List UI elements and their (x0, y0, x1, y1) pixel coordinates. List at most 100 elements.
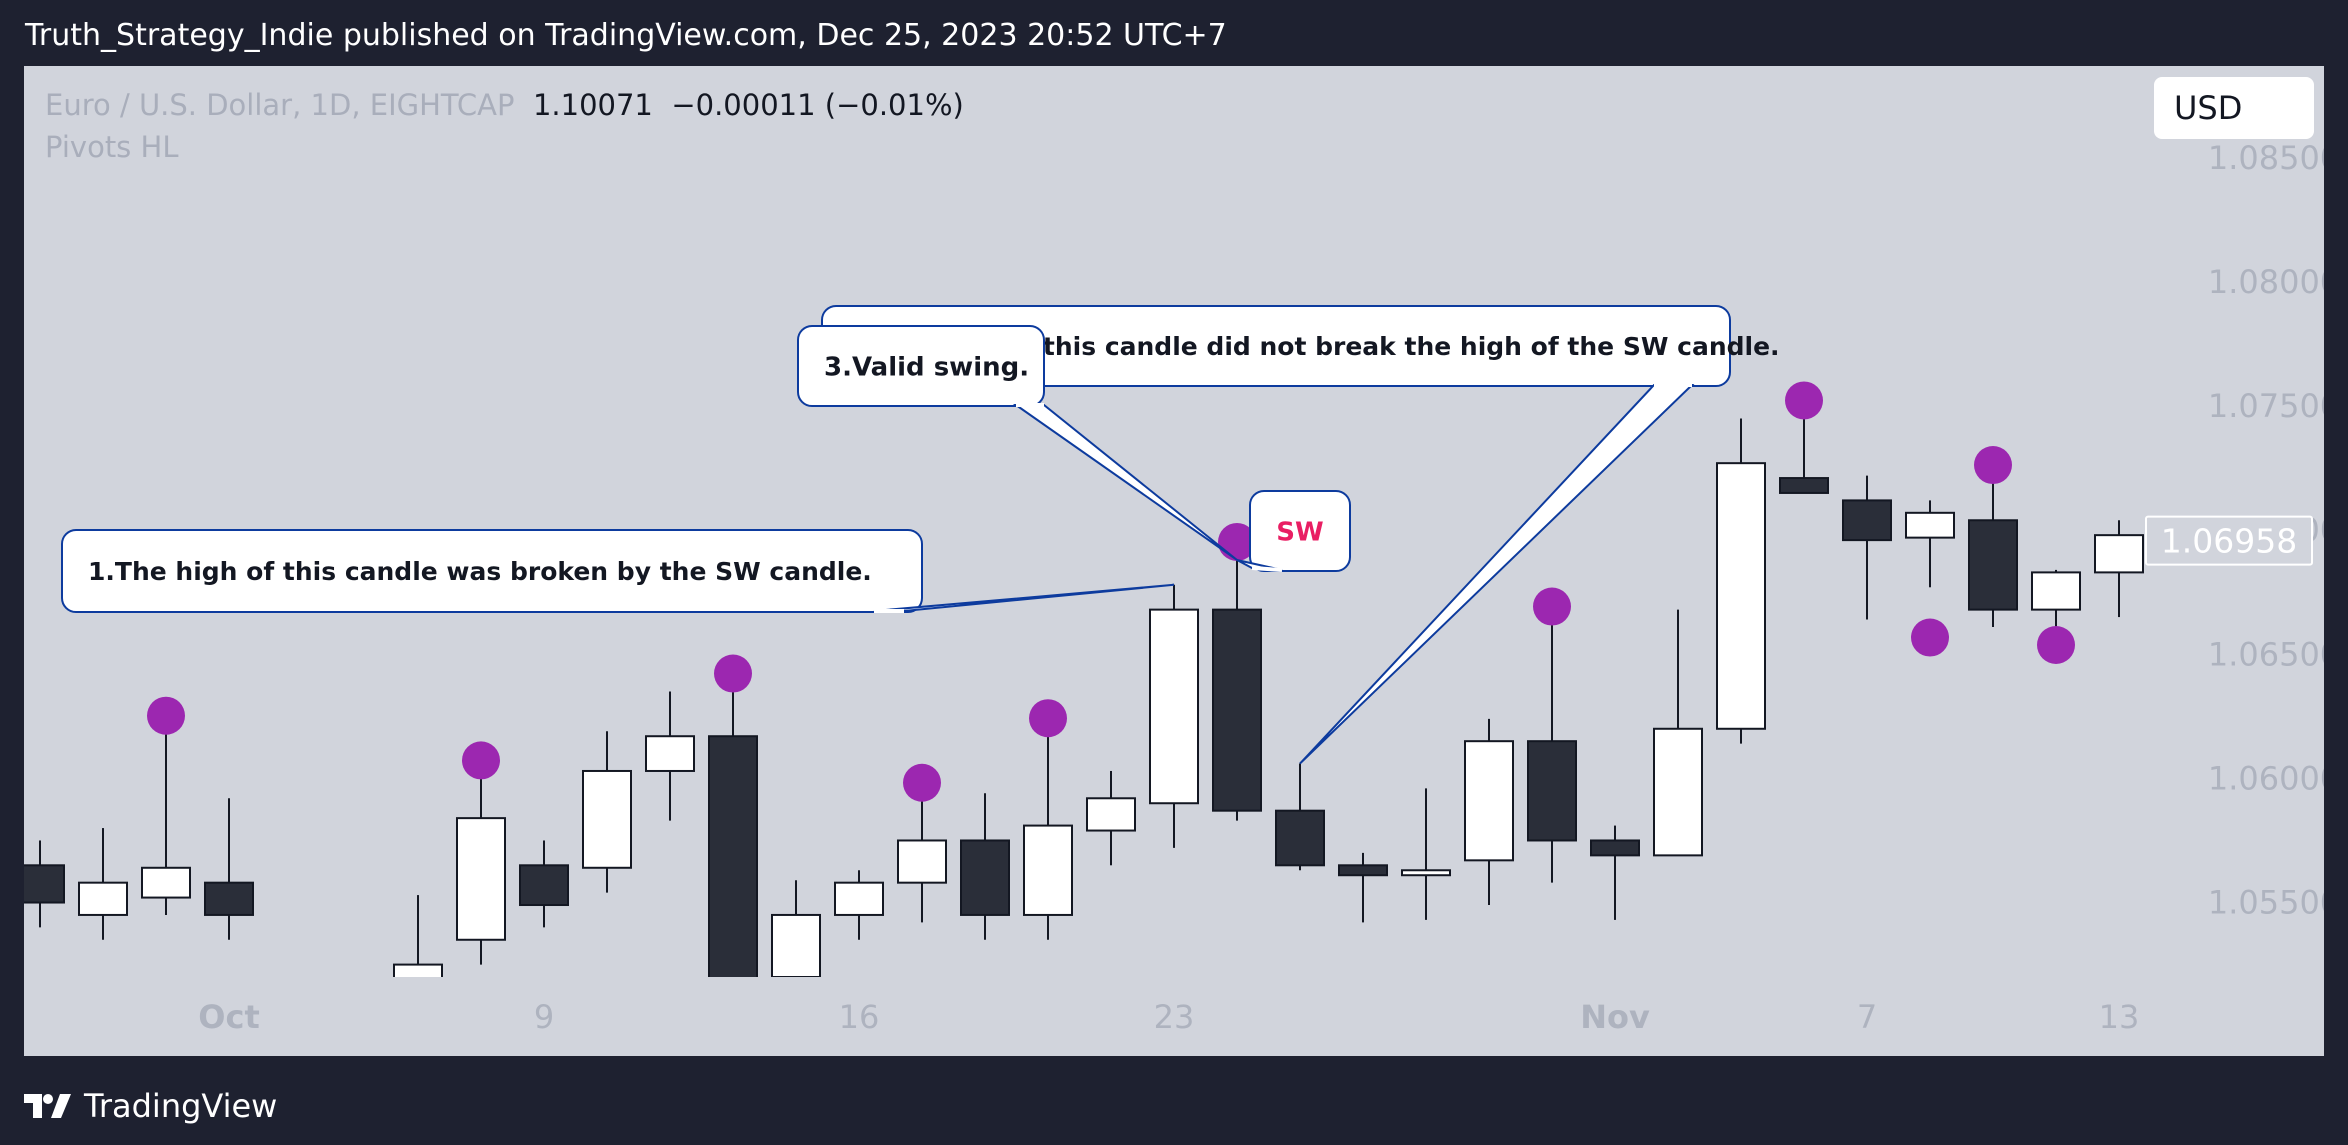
candle (834, 870, 884, 940)
candle-body (834, 881, 884, 916)
candle-body (1212, 608, 1262, 812)
y-axis-tick-label: 1.07500 (2208, 387, 2324, 425)
last-price: 1.10071 (532, 88, 653, 122)
symbol-description: Euro / U.S. Dollar, 1D, EIGHTCAP (45, 88, 515, 122)
current-price-label: 1.06958 (2161, 522, 2297, 561)
callout-text: 1.The high of this candle was broken by … (88, 557, 872, 586)
current-price-tag: 1.06958 (2145, 515, 2313, 566)
candle (582, 731, 632, 893)
candle (456, 778, 506, 965)
footer-brand: TradingView (84, 1087, 278, 1125)
candle (1527, 624, 1577, 883)
candle-body (960, 839, 1010, 916)
callout-note-sw: SW (1236, 490, 1351, 572)
candle-body (1590, 839, 1640, 857)
callout-text: 3.Valid swing. (824, 352, 1029, 382)
candle-body (78, 881, 128, 916)
candle (204, 798, 254, 940)
pivot-low-marker (1911, 618, 1949, 657)
candle (1275, 763, 1325, 871)
x-axis-tick-label: 16 (839, 998, 880, 1036)
candle (708, 691, 758, 977)
candle (1401, 788, 1451, 920)
pivot-high-marker (462, 741, 500, 780)
candle-body (1716, 462, 1766, 730)
candle-body (1464, 740, 1514, 862)
candle-body (771, 913, 821, 977)
candle (78, 828, 128, 940)
y-axis-tick-label: 1.06500 (2208, 635, 2324, 673)
x-axis-tick-label: Oct (198, 998, 259, 1036)
candle-body (24, 864, 65, 904)
candle-body (1275, 809, 1325, 867)
candle (771, 880, 821, 977)
candle-body (2031, 571, 2081, 611)
pivot-high-marker (1533, 587, 1571, 626)
candle-body (645, 735, 695, 772)
candle (960, 793, 1010, 940)
tradingview-logo-icon (24, 1094, 71, 1118)
candle (141, 733, 191, 915)
candle (24, 840, 65, 928)
candle-body (519, 864, 569, 907)
chart-legend: Euro / U.S. Dollar, 1D, EIGHTCAP 1.10071… (45, 88, 964, 122)
pivot-high-marker (714, 654, 752, 693)
x-axis-tick-label: Nov (1580, 998, 1650, 1036)
y-axis-tick-label: 1.08500 (2208, 139, 2324, 177)
price-change: −0.00011 (−0.01%) (671, 88, 964, 122)
y-axis-tick-label: 1.05500 (2208, 884, 2324, 922)
callout-pointer (1299, 384, 1695, 765)
callout-text: SW (1276, 517, 1323, 547)
x-axis-tick-label: 7 (1857, 998, 1877, 1036)
y-axis-tick-label: 1.06000 (2208, 759, 2324, 797)
candle (897, 800, 947, 923)
x-axis-tick-label: 13 (2099, 998, 2140, 1036)
pivot-high-marker (1974, 446, 2012, 485)
pivot-high-marker (1785, 381, 1823, 420)
currency-button[interactable]: USD (2154, 77, 2314, 139)
candle (1779, 418, 1829, 494)
y-axis-tick-label: 1.08000 (2208, 263, 2324, 301)
candle (1590, 825, 1640, 920)
candle (1212, 559, 1262, 821)
candle-body (456, 817, 506, 941)
candle (1086, 770, 1136, 866)
candle (1968, 483, 2018, 627)
candle-body (2094, 534, 2144, 574)
footer-logo[interactable]: TradingView (24, 1087, 277, 1125)
indicator-label: Pivots HL (45, 130, 179, 164)
candle-body (708, 735, 758, 977)
candlestick-chart[interactable]: 1.The high of this candle was broken by … (24, 66, 2324, 1056)
candle-body (1779, 477, 1829, 494)
candle (1653, 609, 1703, 857)
pivot-low-marker (2037, 625, 2075, 664)
x-axis-tick-label: 23 (1154, 998, 1195, 1036)
candle (1842, 475, 1892, 620)
pivot-high-marker (903, 763, 941, 802)
chart-panel[interactable]: 1.The high of this candle was broken by … (24, 66, 2324, 1056)
candle (1149, 584, 1199, 848)
x-axis-tick-label: 9 (534, 998, 554, 1036)
candle (1023, 736, 1073, 940)
candle-body (1653, 727, 1703, 857)
candle-body (1968, 519, 2018, 611)
callout-box (797, 325, 1045, 407)
pivot-high-marker (147, 696, 185, 735)
candle-body (1527, 740, 1577, 842)
candle-body (1086, 797, 1136, 832)
candle-body (1842, 499, 1892, 542)
candle (645, 691, 695, 821)
candle-body (141, 866, 191, 899)
candle-body (393, 963, 443, 977)
candle (2094, 520, 2144, 618)
candle-body (1338, 864, 1388, 877)
candle (1464, 718, 1514, 906)
candle-body (1401, 869, 1451, 877)
callout-note-1: 1.The high of this candle was broken by … (61, 529, 1175, 613)
current-price-box (2145, 515, 2313, 566)
candle (393, 895, 443, 977)
candle-body (897, 839, 947, 884)
candle (1905, 500, 1955, 588)
candle-body (582, 769, 632, 869)
callout-note-3: 3.Valid swing. (797, 325, 1238, 561)
